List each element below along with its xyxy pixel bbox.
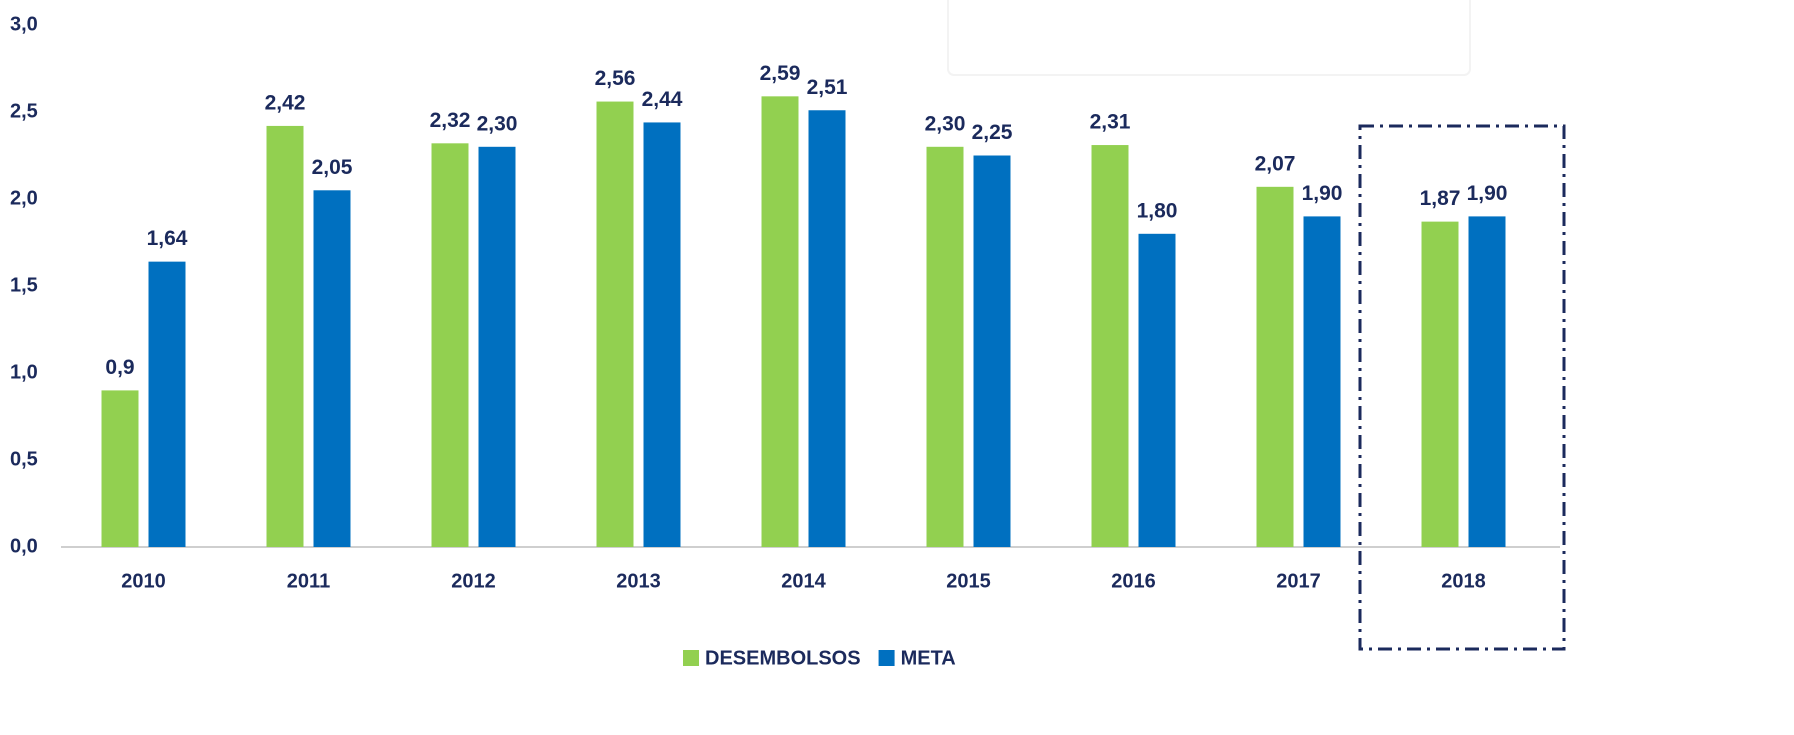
bar <box>313 190 351 548</box>
y-tick-label: 1,5 <box>10 274 38 296</box>
bar <box>808 110 846 547</box>
y-tick-label: 1,0 <box>10 361 38 383</box>
value-label: 2,31 <box>1090 111 1131 134</box>
bar <box>643 122 681 547</box>
y-tick-label: 3,0 <box>10 13 38 35</box>
legend-swatch <box>878 650 895 666</box>
x-tick-label: 2017 <box>1276 570 1321 592</box>
highlight-box <box>1358 124 1566 651</box>
y-tick-label: 0,5 <box>10 448 38 470</box>
y-tick-label: 0,0 <box>10 535 38 557</box>
value-label: 2,30 <box>477 112 518 135</box>
bar <box>1303 216 1341 547</box>
x-tick-label: 2016 <box>1111 570 1156 592</box>
value-label: 2,56 <box>595 67 636 90</box>
bar <box>1468 216 1506 547</box>
bar <box>101 390 139 547</box>
value-label: 1,87 <box>1420 187 1461 210</box>
value-label: 2,42 <box>265 91 306 114</box>
bar <box>266 125 304 548</box>
value-label: 2,05 <box>312 156 353 179</box>
bar <box>1256 186 1294 547</box>
x-tick-label: 2018 <box>1441 570 1486 592</box>
bar <box>596 101 634 547</box>
x-tick-label: 2011 <box>287 570 330 592</box>
bar <box>148 261 186 547</box>
value-label: 1,64 <box>147 227 188 250</box>
value-label: 2,59 <box>760 62 801 85</box>
legend-swatch <box>683 650 699 666</box>
value-label: 1,80 <box>1137 199 1178 222</box>
x-tick-label: 2012 <box>451 570 496 592</box>
value-label: 2,30 <box>925 112 966 135</box>
bar <box>1138 233 1176 548</box>
legend-label: META <box>901 647 956 669</box>
y-tick-label: 2,0 <box>10 187 38 209</box>
bar <box>1421 221 1459 547</box>
x-tick-label: 2014 <box>781 570 826 592</box>
bar <box>1091 145 1129 547</box>
value-label: 2,44 <box>642 88 683 111</box>
bar <box>926 146 964 548</box>
bar <box>761 96 799 547</box>
bar <box>973 155 1011 547</box>
x-tick-label: 2010 <box>121 570 166 592</box>
value-label: 2,51 <box>807 76 848 99</box>
faint-panel <box>947 0 1471 76</box>
value-label: 1,90 <box>1467 182 1508 205</box>
bar <box>478 146 516 548</box>
x-tick-label: 2013 <box>616 570 661 592</box>
value-label: 2,25 <box>972 121 1013 144</box>
value-label: 1,90 <box>1302 182 1343 205</box>
value-label: 2,07 <box>1255 152 1296 175</box>
legend-label: DESEMBOLSOS <box>705 647 861 669</box>
x-tick-label: 2015 <box>946 570 991 592</box>
bar <box>431 143 469 547</box>
y-tick-label: 2,5 <box>10 100 38 122</box>
value-label: 0,9 <box>105 356 134 379</box>
value-label: 2,32 <box>430 109 471 132</box>
